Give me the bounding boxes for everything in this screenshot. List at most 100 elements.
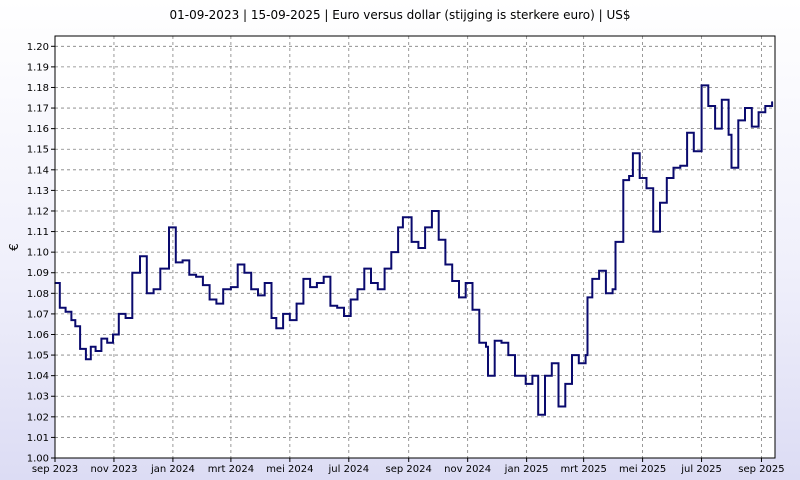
series-line <box>55 84 774 416</box>
data-point <box>737 119 740 122</box>
data-point <box>679 164 682 167</box>
x-tick-label: mrt 2025 <box>560 464 606 475</box>
data-point <box>700 84 703 87</box>
data-point <box>751 125 753 128</box>
data-point <box>250 288 252 291</box>
y-tick-label: 1.10 <box>27 248 49 259</box>
y-tick-label: 1.20 <box>27 42 49 53</box>
data-point <box>437 238 440 241</box>
data-point <box>707 105 710 107</box>
data-point <box>402 216 404 218</box>
x-tick-label: mrt 2024 <box>208 464 254 475</box>
data-point <box>611 288 614 291</box>
y-tick-label: 1.01 <box>27 433 49 444</box>
y-tick-label: 1.17 <box>27 104 49 115</box>
data-point <box>672 166 675 169</box>
data-point <box>424 226 426 229</box>
y-tick-label: 1.02 <box>27 412 49 423</box>
x-tick-label: nov 2023 <box>90 464 137 475</box>
data-point <box>106 341 108 344</box>
data-point <box>316 282 318 284</box>
data-point <box>70 319 73 321</box>
data-point <box>131 271 134 274</box>
y-tick-label: 1.15 <box>27 145 49 156</box>
data-point <box>531 374 534 377</box>
y-tick-label: 1.03 <box>27 392 49 403</box>
data-point <box>764 105 767 107</box>
data-point <box>730 166 733 169</box>
data-point <box>275 327 278 330</box>
data-point <box>295 302 298 305</box>
data-point <box>236 263 239 266</box>
data-point <box>757 111 760 113</box>
data-point <box>478 341 481 344</box>
data-point <box>458 296 460 299</box>
data-point <box>659 201 661 204</box>
x-tick-label: jul 2024 <box>328 464 370 475</box>
data-point <box>124 317 127 319</box>
data-point <box>383 267 386 270</box>
plot-area <box>55 36 775 458</box>
chart-title: 01-09-2023 | 15-09-2025 | Euro versus do… <box>169 8 630 22</box>
data-point <box>270 317 273 319</box>
data-point <box>397 226 399 229</box>
y-tick-label: 1.16 <box>27 124 49 135</box>
data-point <box>665 177 668 179</box>
y-tick-label: 1.04 <box>27 371 49 382</box>
data-point <box>550 362 553 365</box>
data-point <box>524 383 527 385</box>
data-point <box>586 296 589 299</box>
data-point <box>243 271 246 274</box>
y-tick-label: 1.18 <box>27 83 49 94</box>
x-tick-label: mei 2025 <box>619 464 666 475</box>
y-axis-label: € <box>7 243 21 251</box>
data-point <box>727 134 730 136</box>
data-point <box>614 241 617 243</box>
y-tick-label: 1.08 <box>27 289 49 300</box>
data-point <box>100 337 103 340</box>
data-point <box>632 152 634 155</box>
data-point <box>181 259 184 262</box>
data-point <box>693 150 695 153</box>
data-point <box>257 294 259 297</box>
data-point <box>175 261 177 264</box>
data-point <box>376 288 379 291</box>
data-point <box>215 302 218 305</box>
data-point <box>263 282 266 284</box>
data-point <box>89 346 92 348</box>
data-point <box>289 319 291 321</box>
data-point <box>564 383 567 385</box>
plot-frame <box>54 35 776 459</box>
data-point <box>557 405 560 408</box>
data-point <box>544 374 546 377</box>
x-tick-label: jul 2025 <box>680 464 722 475</box>
data-point <box>349 298 352 301</box>
data-point <box>507 354 510 356</box>
data-point <box>282 313 284 315</box>
y-tick-label: 1.07 <box>27 309 49 320</box>
data-point <box>363 267 366 270</box>
data-point <box>605 292 607 295</box>
y-tick-label: 1.12 <box>27 206 49 217</box>
data-point <box>721 99 723 101</box>
data-point <box>487 374 489 377</box>
y-tick-label: 1.06 <box>27 330 49 341</box>
data-point <box>578 362 580 365</box>
data-point <box>686 131 688 134</box>
data-point <box>79 348 81 350</box>
data-point <box>645 187 648 190</box>
data-point <box>485 346 487 348</box>
data-point <box>195 276 197 278</box>
data-point <box>410 241 413 243</box>
x-tick-label: jan 2025 <box>504 464 549 475</box>
data-point <box>309 286 311 288</box>
data-point <box>59 306 61 309</box>
data-point <box>417 247 420 249</box>
x-tick-label: mei 2024 <box>266 464 313 475</box>
y-tick-label: 1.09 <box>27 268 49 279</box>
data-point <box>139 255 141 258</box>
data-point <box>302 278 305 280</box>
data-point <box>159 267 162 270</box>
